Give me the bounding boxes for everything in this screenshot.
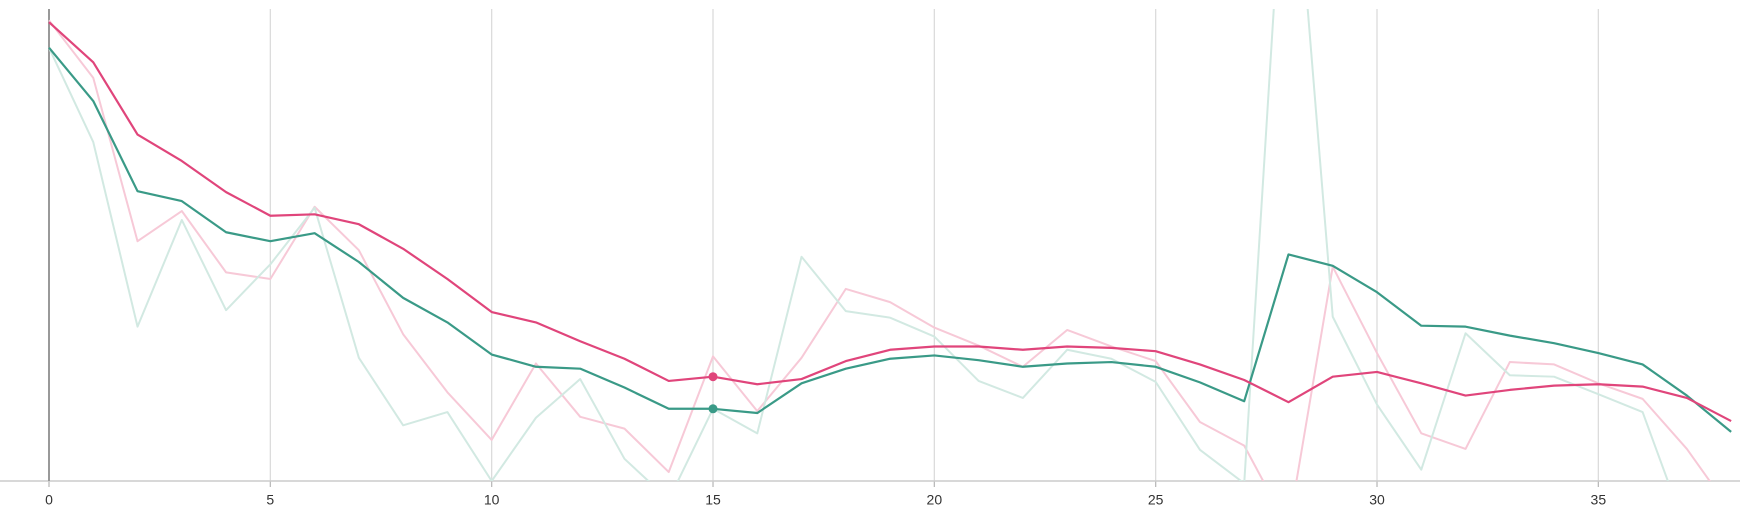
series-line — [48, 9, 1669, 481]
x-tick-label: 10 — [484, 492, 500, 508]
x-tick-label: 15 — [705, 492, 721, 508]
x-tick-label: 20 — [927, 492, 943, 508]
series-line — [48, 19, 1711, 481]
x-tick-label: 25 — [1148, 492, 1164, 508]
hover-marker — [708, 404, 718, 414]
series-line — [48, 47, 1732, 433]
plot-area — [48, 9, 1732, 481]
hover-marker — [708, 372, 718, 382]
x-tick-label: 30 — [1369, 492, 1385, 508]
overlay: 0 5 10 15 20 25 30 35 — [45, 372, 1606, 508]
x-tick-label: 0 — [45, 492, 53, 508]
x-tick-label: 35 — [1591, 492, 1607, 508]
grid — [0, 9, 1740, 487]
x-tick-label: 5 — [266, 492, 274, 508]
series-line — [48, 21, 1732, 423]
